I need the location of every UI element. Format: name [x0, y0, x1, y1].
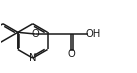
Text: N: N [29, 53, 36, 63]
Text: O: O [67, 49, 75, 59]
Text: OH: OH [85, 29, 101, 39]
Text: O: O [32, 29, 40, 39]
